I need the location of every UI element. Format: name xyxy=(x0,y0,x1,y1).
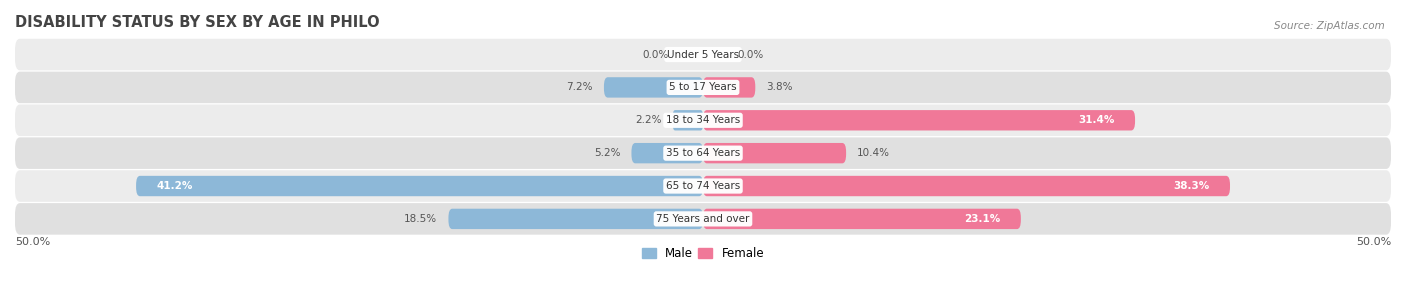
FancyBboxPatch shape xyxy=(15,170,1391,202)
FancyBboxPatch shape xyxy=(703,209,1021,229)
Text: 18 to 34 Years: 18 to 34 Years xyxy=(666,115,740,125)
FancyBboxPatch shape xyxy=(672,110,703,131)
FancyBboxPatch shape xyxy=(15,203,1391,235)
Text: Under 5 Years: Under 5 Years xyxy=(666,49,740,59)
Text: 31.4%: 31.4% xyxy=(1078,115,1115,125)
Text: 38.3%: 38.3% xyxy=(1173,181,1209,191)
Text: Source: ZipAtlas.com: Source: ZipAtlas.com xyxy=(1274,21,1385,31)
Text: 75 Years and over: 75 Years and over xyxy=(657,214,749,224)
FancyBboxPatch shape xyxy=(703,77,755,98)
FancyBboxPatch shape xyxy=(15,137,1391,169)
Text: 5 to 17 Years: 5 to 17 Years xyxy=(669,82,737,92)
Text: 5.2%: 5.2% xyxy=(593,148,620,158)
FancyBboxPatch shape xyxy=(15,72,1391,103)
Text: 7.2%: 7.2% xyxy=(567,82,593,92)
Text: 18.5%: 18.5% xyxy=(405,214,437,224)
Text: 0.0%: 0.0% xyxy=(643,49,669,59)
Text: 50.0%: 50.0% xyxy=(15,237,51,247)
FancyBboxPatch shape xyxy=(703,176,1230,196)
FancyBboxPatch shape xyxy=(15,39,1391,70)
Text: 35 to 64 Years: 35 to 64 Years xyxy=(666,148,740,158)
FancyBboxPatch shape xyxy=(136,176,703,196)
Text: 65 to 74 Years: 65 to 74 Years xyxy=(666,181,740,191)
Text: 10.4%: 10.4% xyxy=(858,148,890,158)
Text: 2.2%: 2.2% xyxy=(636,115,662,125)
Text: 23.1%: 23.1% xyxy=(965,214,1000,224)
FancyBboxPatch shape xyxy=(703,143,846,163)
Legend: Male, Female: Male, Female xyxy=(637,242,769,265)
FancyBboxPatch shape xyxy=(15,105,1391,136)
FancyBboxPatch shape xyxy=(703,110,1135,131)
Text: 41.2%: 41.2% xyxy=(156,181,193,191)
Text: 0.0%: 0.0% xyxy=(737,49,763,59)
FancyBboxPatch shape xyxy=(449,209,703,229)
FancyBboxPatch shape xyxy=(631,143,703,163)
FancyBboxPatch shape xyxy=(605,77,703,98)
Text: DISABILITY STATUS BY SEX BY AGE IN PHILO: DISABILITY STATUS BY SEX BY AGE IN PHILO xyxy=(15,15,380,30)
Text: 50.0%: 50.0% xyxy=(1355,237,1391,247)
Text: 3.8%: 3.8% xyxy=(766,82,793,92)
